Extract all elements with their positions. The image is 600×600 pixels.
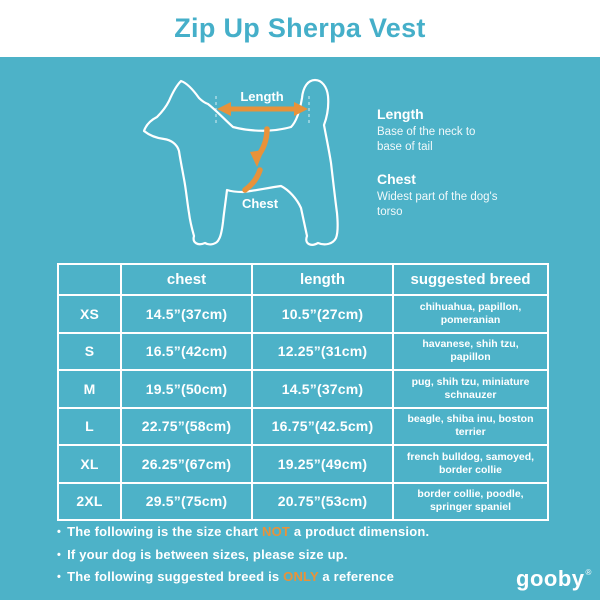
length-value: 20.75”(53cm) — [251, 481, 394, 521]
size-row-2xl: 2XL 29.5”(75cm) 20.75”(53cm) border coll… — [57, 481, 549, 521]
size-label: 2XL — [57, 481, 122, 521]
gooby-logo-text: gooby — [516, 566, 585, 591]
length-value: 16.75”(42.5cm) — [251, 406, 394, 446]
chest-value: 19.5”(50cm) — [120, 369, 253, 409]
breed-value: french bulldog, samoyed, border collie — [392, 444, 549, 484]
breed-value: chihuahua, papillon, pomeranian — [392, 294, 549, 334]
header-size — [57, 263, 122, 296]
note-text-emphasis: NOT — [262, 524, 291, 539]
bullet-icon: • — [57, 526, 62, 538]
length-value: 14.5”(37cm) — [251, 369, 394, 409]
chest-value: 14.5”(37cm) — [120, 294, 253, 334]
breed-value: border collie, poodle, springer spaniel — [392, 481, 549, 521]
size-label: XL — [57, 444, 122, 484]
note-size-chart-disclaimer: • The following is the size chart NOT a p… — [57, 524, 487, 539]
registered-trademark-icon: ® — [585, 568, 592, 577]
chest-value: 26.25”(67cm) — [120, 444, 253, 484]
size-label: M — [57, 369, 122, 409]
length-value: 10.5”(27cm) — [251, 294, 394, 334]
note-text-post: a product dimension. — [290, 524, 430, 539]
size-row-s: S 16.5”(42cm) 12.25”(31cm) havanese, shi… — [57, 331, 549, 371]
note-text-pre: If your dog is between sizes, please siz… — [67, 546, 348, 562]
gooby-logo: gooby® — [516, 566, 591, 592]
size-table: chest length suggested breed XS 14.5”(37… — [57, 263, 549, 521]
note-text-pre: The following is the size chart — [67, 524, 262, 539]
breed-value: beagle, shiba inu, boston terrier — [392, 406, 549, 446]
legend-chest-term: Chest — [377, 170, 416, 187]
chest-value: 22.75”(58cm) — [120, 406, 253, 446]
size-row-xs: XS 14.5”(37cm) 10.5”(27cm) chihuahua, pa… — [57, 294, 549, 334]
header-chest: chest — [120, 263, 253, 296]
header-length: length — [251, 263, 394, 296]
size-row-xl: XL 26.25”(67cm) 19.25”(49cm) french bull… — [57, 444, 549, 484]
table-header-row: chest length suggested breed — [57, 263, 549, 296]
legend-length-block: Length Base of the neck to base of tail — [377, 106, 517, 155]
length-value: 19.25”(49cm) — [251, 444, 394, 484]
size-row-l: L 22.75”(58cm) 16.75”(42.5cm) beagle, sh… — [57, 406, 549, 446]
note-text-pre: The following suggested breed is — [67, 569, 284, 584]
length-value: 12.25”(31cm) — [251, 331, 394, 371]
size-label: L — [57, 406, 122, 446]
legend-chest-block: Chest Widest part of the dog's torso — [377, 171, 517, 220]
breed-value: havanese, shih tzu, papillon — [392, 331, 549, 371]
note-text-post: a reference — [318, 569, 395, 584]
legend-length-definition: Base of the neck to base of tail — [377, 126, 476, 153]
legend-chest-definition: Widest part of the dog's torso — [377, 190, 498, 218]
legend-length-term: Length — [377, 106, 424, 122]
bullet-icon: • — [57, 571, 62, 583]
note-breed-reference-disclaimer: • The following suggested breed is ONLY a… — [57, 569, 487, 584]
size-label: S — [57, 331, 122, 371]
bullet-icon: • — [57, 548, 62, 561]
chest-value: 29.5”(75cm) — [120, 481, 253, 521]
size-row-m: M 19.5”(50cm) 14.5”(37cm) pug, shih tzu,… — [57, 369, 549, 409]
notes-list: • The following is the size chart NOT a p… — [57, 524, 487, 592]
chest-value: 16.5”(42cm) — [120, 331, 253, 371]
page-title: Zip Up Sherpa Vest — [174, 13, 426, 43]
note-size-up-advice: • If your dog is between sizes, please si… — [57, 547, 487, 562]
note-text-emphasis: ONLY — [283, 569, 319, 584]
header-bar: Zip Up Sherpa Vest — [0, 0, 600, 57]
header-suggested-breed: suggested breed — [392, 263, 549, 296]
size-label: XS — [57, 294, 122, 334]
breed-value: pug, shih tzu, miniature schnauzer — [392, 369, 549, 409]
measurement-legend: Length Base of the neck to base of tail … — [377, 106, 517, 220]
